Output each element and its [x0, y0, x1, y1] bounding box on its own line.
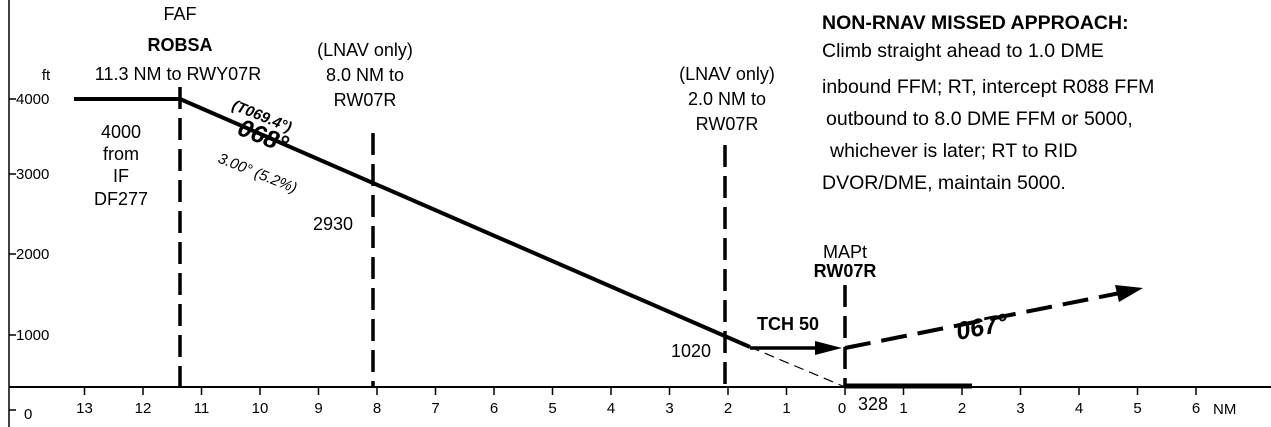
- distance-tick-label: 12: [135, 400, 152, 417]
- distance-tick-label: 1: [782, 400, 790, 417]
- faf-name: ROBSA: [147, 35, 212, 55]
- distance-tick-label: 2: [724, 400, 732, 417]
- distance-ticks: 13 12 11 10 9 8 7 6 5 4 3 2 1 0 1 2 3 4 5 6: [76, 387, 1200, 417]
- mapt-name: RW07R: [814, 261, 877, 281]
- distance-tick-label: 1: [899, 400, 907, 417]
- initial-altitude-line-4: DF277: [94, 189, 148, 209]
- faf-distance: 11.3 NM to RWY07R: [95, 64, 261, 84]
- tch-label: TCH 50: [757, 314, 819, 334]
- altitude-tick-label-4000: 4000: [16, 91, 49, 108]
- missed-approach-title: NON-RNAV MISSED APPROACH:: [822, 12, 1129, 34]
- altitude-tick-label-0: 0: [24, 406, 32, 423]
- mapt-label: MAPt: [823, 242, 867, 262]
- distance-tick-label: 9: [314, 400, 322, 417]
- distance-unit-label: NM: [1213, 401, 1236, 418]
- distance-tick-label: 5: [1133, 400, 1141, 417]
- distance-tick-label: 5: [548, 400, 556, 417]
- lnav-2nm-line-2: 2.0 NM to: [688, 89, 766, 109]
- lnav-2nm-line-1: (LNAV only): [679, 64, 775, 84]
- distance-tick-label: 11: [194, 400, 210, 417]
- initial-altitude-line-2: from: [103, 144, 139, 164]
- lnav-8nm-line-1: (LNAV only): [317, 40, 413, 60]
- distance-tick-label: 6: [490, 400, 498, 417]
- distance-tick-label: 13: [76, 400, 93, 417]
- missed-approach-line-4: whichever is later; RT to RID: [829, 140, 1077, 162]
- missed-approach-line-3: outbound to 8.0 DME FFM or 5000,: [826, 108, 1133, 130]
- distance-tick-label: 6: [1192, 400, 1200, 417]
- descent-angle-label: 3.00° (5.2%): [216, 150, 300, 197]
- altitude-axis: ft 4000 3000 2000 1000 0: [8, 0, 51, 427]
- final-descent-path: [179, 97, 751, 349]
- missed-approach-line-2: inbound FFM; RT, intercept R088 FFM: [822, 76, 1154, 98]
- level-arrowhead: [815, 341, 842, 355]
- missed-course-label: 067°: [954, 308, 1011, 346]
- distance-tick-label: 10: [252, 400, 269, 417]
- missed-approach-climb-path: [844, 291, 1121, 350]
- distance-axis: 13 12 11 10 9 8 7 6 5 4 3 2 1 0 1 2 3 4 5 6 NM: [9, 386, 1271, 418]
- altitude-unit-label: ft: [42, 67, 51, 84]
- initial-altitude-line-1: 4000: [101, 122, 141, 142]
- distance-tick-label: 8: [373, 400, 381, 417]
- faf-label: FAF: [163, 4, 196, 24]
- altitude-tick-label-2000: 2000: [16, 246, 49, 263]
- distance-tick-label: 4: [607, 400, 615, 417]
- altitude-tick-label-3000: 3000: [16, 166, 49, 183]
- lnav-8nm-line-2: 8.0 NM to: [326, 65, 404, 85]
- visual-segment-dashed: [749, 346, 846, 388]
- distance-tick-label: 0: [838, 400, 846, 417]
- missed-approach-line-1: Climb straight ahead to 1.0 DME: [822, 40, 1104, 62]
- initial-altitude-line-3: IF: [113, 166, 129, 186]
- distance-tick-label: 7: [431, 400, 439, 417]
- missed-approach-arrowhead: [1115, 285, 1143, 302]
- lnav-2nm-line-3: RW07R: [696, 114, 759, 134]
- missed-approach-instructions: NON-RNAV MISSED APPROACH: Climb straight…: [822, 12, 1154, 194]
- altitude-tick-label-1000: 1000: [16, 327, 49, 344]
- distance-tick-label: 4: [1075, 400, 1083, 417]
- lnav-8nm-line-3: RW07R: [334, 90, 397, 110]
- missed-approach-line-5: DVOR/DME, maintain 5000.: [822, 172, 1066, 194]
- distance-tick-label: 3: [665, 400, 673, 417]
- distance-tick-label: 3: [1016, 400, 1024, 417]
- lnav-8nm-altitude: 2930: [313, 214, 353, 234]
- runway-elevation: 328: [858, 394, 888, 414]
- distance-tick-label: 2: [958, 400, 966, 417]
- lnav-2nm-altitude: 1020: [671, 341, 711, 361]
